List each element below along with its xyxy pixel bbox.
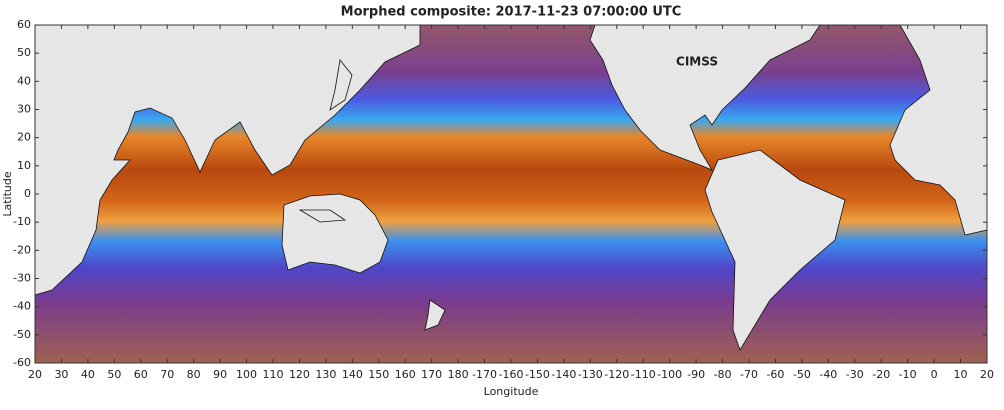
x-tick-label: -50 <box>793 368 811 381</box>
x-tick-label: 160 <box>395 368 416 381</box>
y-tick-label: 0 <box>24 187 31 200</box>
land <box>34 24 988 351</box>
x-tick-label: 40 <box>81 368 95 381</box>
x-tick-label: 50 <box>107 368 121 381</box>
x-tick-label: -100 <box>657 368 682 381</box>
x-tick-label: 30 <box>54 368 68 381</box>
logo: CIMSS <box>676 55 718 69</box>
x-tick-label: -140 <box>551 368 576 381</box>
x-tick-label: -40 <box>819 368 837 381</box>
y-tick-label: 60 <box>17 18 31 31</box>
x-tick-label: 170 <box>421 368 442 381</box>
x-tick-label: 180 <box>448 368 469 381</box>
x-tick-label: -160 <box>499 368 524 381</box>
y-tick-label: 20 <box>17 131 31 144</box>
x-tick-label: 70 <box>160 368 174 381</box>
x-tick-label: -60 <box>766 368 784 381</box>
x-tick-label: 100 <box>236 368 257 381</box>
x-tick-label: -30 <box>846 368 864 381</box>
x-tick-label: -150 <box>525 368 550 381</box>
y-tick-label: -10 <box>13 215 31 228</box>
x-tick-label: -130 <box>578 368 603 381</box>
x-tick-label: 120 <box>289 368 310 381</box>
x-tick-label: 80 <box>187 368 201 381</box>
x-tick-label: 10 <box>954 368 968 381</box>
x-tick-label: -10 <box>899 368 917 381</box>
x-tick-label: -90 <box>687 368 705 381</box>
y-tick-label: -40 <box>13 300 31 313</box>
x-tick-label: -70 <box>740 368 758 381</box>
x-tick-label: 20 <box>28 368 42 381</box>
x-tick-label: -80 <box>714 368 732 381</box>
x-tick-label: 150 <box>368 368 389 381</box>
y-tick-label: 40 <box>17 74 31 87</box>
x-tick-label: 20 <box>980 368 994 381</box>
x-tick-label: -110 <box>631 368 656 381</box>
x-tick-label: -170 <box>472 368 497 381</box>
y-tick-label: -30 <box>13 272 31 285</box>
x-tick-label: 130 <box>315 368 336 381</box>
y-tick-label: -20 <box>13 243 31 256</box>
y-axis-label: Latitude <box>1 171 14 217</box>
x-tick-label: -120 <box>604 368 629 381</box>
y-tick-label: -50 <box>13 328 31 341</box>
x-tick-label: 90 <box>213 368 227 381</box>
x-tick-label: 140 <box>342 368 363 381</box>
x-tick-label: 60 <box>134 368 148 381</box>
x-tick-label: 110 <box>263 368 284 381</box>
y-tick-label: 10 <box>17 159 31 172</box>
x-axis-label: Longitude <box>484 385 539 398</box>
x-tick-label: 0 <box>931 368 938 381</box>
y-tick-label: 30 <box>17 103 31 116</box>
y-tick-label: 50 <box>17 46 31 59</box>
x-tick-label: -20 <box>872 368 890 381</box>
map-title: Morphed composite: 2017-11-23 07:00:00 U… <box>341 5 682 20</box>
y-tick-label: -60 <box>13 356 31 369</box>
